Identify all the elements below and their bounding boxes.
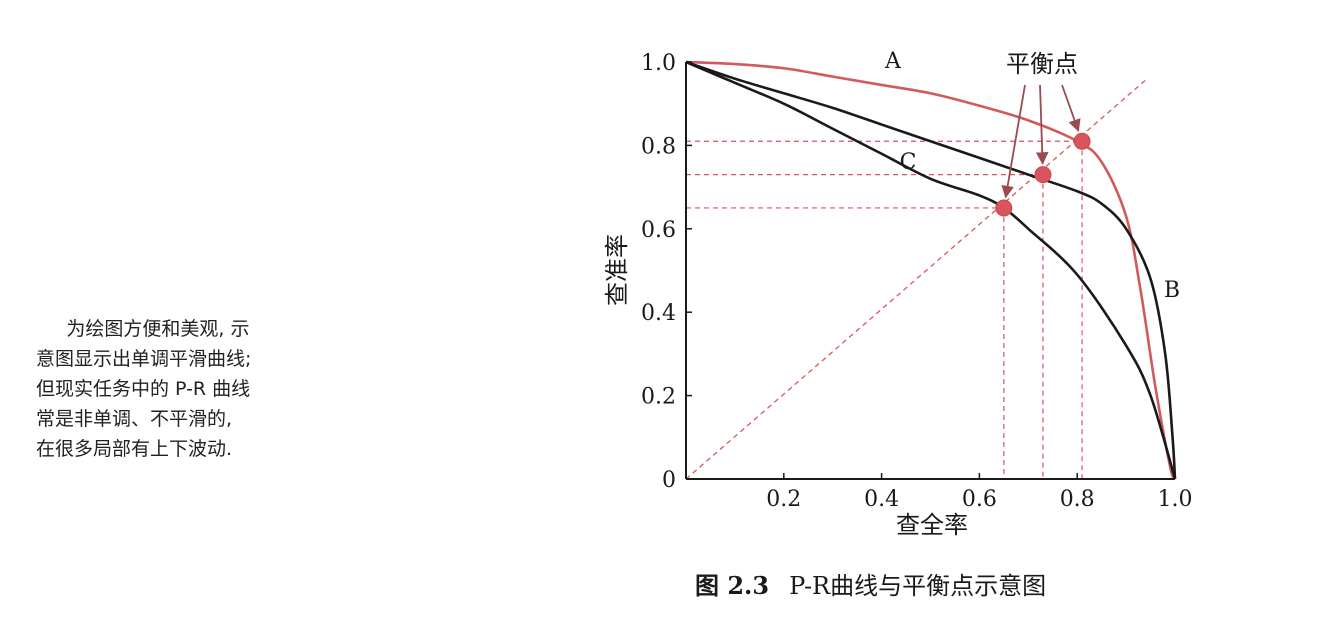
y-tick-label: 0.8 <box>641 134 676 159</box>
side-note-line: 但现实任务中的 P-R 曲线 <box>36 378 251 400</box>
break-even-point <box>1073 132 1091 150</box>
caption-label: 图 2.3 <box>695 571 770 600</box>
guide-lines <box>685 77 1149 480</box>
side-note-line: 常是非单调、不平滑的, <box>36 408 233 430</box>
break-even-points <box>995 132 1091 217</box>
caption-text: P-R曲线与平衡点示意图 <box>789 572 1047 600</box>
series-label: B <box>1164 278 1180 303</box>
y-tick-label: 0.2 <box>641 385 676 410</box>
break-even-point <box>1034 166 1052 184</box>
x-tick-label: 0.8 <box>1060 487 1095 512</box>
y-tick-label: 0.4 <box>641 301 676 326</box>
series-line-b <box>685 60 1177 480</box>
figure-caption: 图 2.3 P-R曲线与平衡点示意图 <box>695 566 1155 601</box>
side-note-line: 为绘图方便和美观, 示 <box>66 318 250 340</box>
axes: 0.2 0.4 0.6 0.8 1.0 0 0.2 0.4 0.6 0.8 1.0 <box>641 51 1193 512</box>
annotation-text: 平衡点 <box>1006 50 1078 78</box>
series-label: C <box>900 150 917 175</box>
curves <box>685 60 1177 480</box>
side-note-line: 在很多局部有上下波动. <box>36 438 233 460</box>
annotation-arrow <box>1035 84 1049 165</box>
y-tick-label: 0 <box>662 468 676 493</box>
diagonal-line <box>685 77 1149 480</box>
annotation-arrow <box>1061 84 1081 133</box>
series-line-a <box>685 60 1177 480</box>
series-line-c <box>685 60 1177 480</box>
x-tick-label: 0.6 <box>962 487 997 512</box>
break-even-point <box>995 199 1013 217</box>
x-tick-label: 1.0 <box>1158 487 1193 512</box>
x-axis-label: 查全率 <box>896 511 968 539</box>
y-tick-label: 1.0 <box>641 51 676 76</box>
annotations: A B C 平衡点 <box>884 49 1180 303</box>
y-tick-label: 0.6 <box>641 218 676 243</box>
side-note-line: 意图显示出单调平滑曲线; <box>36 348 252 370</box>
y-axis-label: 查准率 <box>603 234 631 306</box>
side-note: 为绘图方便和美观, 示 意图显示出单调平滑曲线; 但现实任务中的 P-R 曲线 … <box>36 314 336 464</box>
series-label: A <box>884 49 902 74</box>
annotation-arrow <box>1001 84 1026 199</box>
x-tick-label: 0.4 <box>864 487 899 512</box>
x-tick-label: 0.2 <box>766 487 801 512</box>
